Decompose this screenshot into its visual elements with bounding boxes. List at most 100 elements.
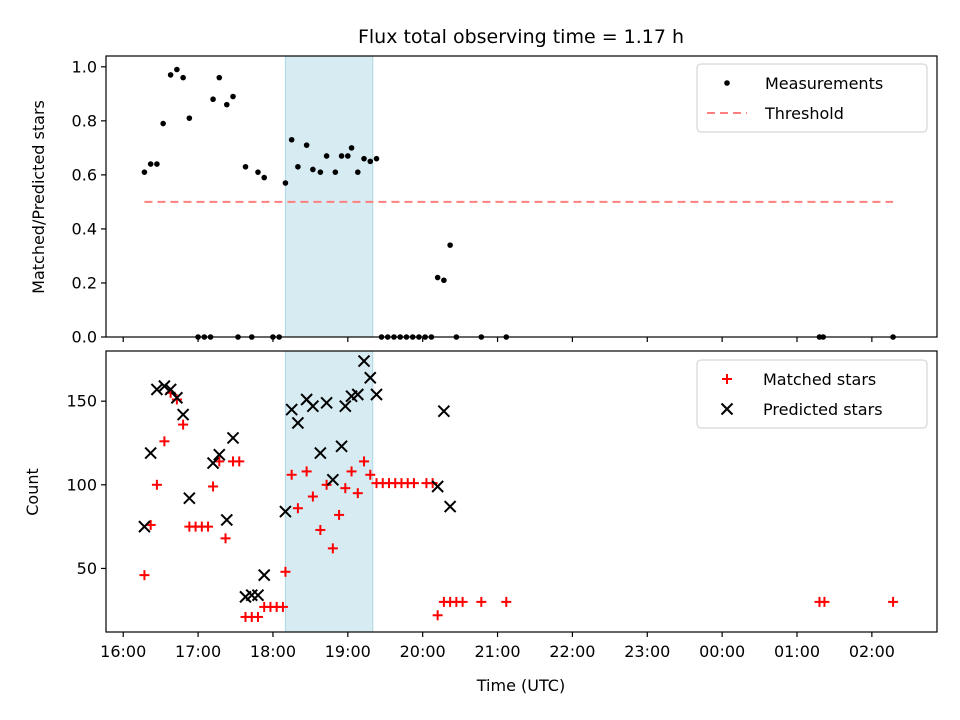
count-xtick-label-8: 00:00 — [699, 642, 745, 661]
ratio-legend-box — [696, 63, 928, 133]
ratio-ytick-label-3: 0.6 — [72, 165, 97, 184]
count-xtick-label-3: 19:00 — [325, 642, 371, 661]
measurement-point-1 — [147, 161, 154, 167]
matched-point-28 — [315, 524, 326, 535]
measurement-point-28 — [323, 153, 330, 159]
ratio-plot-frame — [105, 55, 938, 338]
count-xtick-label-4: 20:00 — [400, 642, 446, 661]
matched-point-6 — [178, 419, 189, 430]
measurement-point-7 — [186, 115, 193, 121]
predicted-point-24 — [335, 440, 348, 453]
matched-point-34 — [352, 488, 363, 499]
predicted-point-32 — [437, 405, 451, 418]
matched-point-0 — [139, 570, 150, 581]
count-xtick-label-9: 01:00 — [774, 642, 820, 661]
measurement-point-4 — [167, 72, 174, 78]
matched-point-29 — [321, 479, 332, 490]
matched-point-54 — [819, 596, 830, 607]
count-xtick-label-2: 18:00 — [250, 642, 296, 661]
predicted-point-0 — [138, 520, 151, 533]
measurement-point-31 — [345, 153, 351, 159]
measurement-point-13 — [223, 101, 230, 108]
measurement-point-25 — [303, 142, 310, 148]
ratio-ytick-label-1: 0.2 — [72, 273, 97, 292]
measurement-point-29 — [332, 169, 339, 175]
count-ytick-label-2: 150 — [66, 392, 97, 411]
measurement-point-23 — [288, 136, 295, 143]
predicted-point-5 — [170, 391, 184, 405]
matched-point-26 — [301, 466, 312, 477]
predicted-point-22 — [320, 396, 333, 410]
predicted-point-4 — [164, 383, 177, 396]
predicted-point-16 — [279, 505, 292, 518]
matched-point-32 — [340, 483, 351, 494]
ratio-ytick-label-5: 1.0 — [72, 57, 97, 76]
predicted-point-17 — [285, 403, 298, 416]
measurement-point-34 — [361, 155, 367, 162]
measurement-point-36 — [373, 155, 380, 162]
matched-point-22 — [277, 601, 288, 612]
count-ytick-label-1: 100 — [66, 475, 97, 494]
count-xtick-label-0: 16:00 — [100, 642, 146, 661]
count-predicted-points — [138, 354, 457, 604]
predicted-point-14 — [251, 588, 265, 602]
measurement-point-32 — [348, 145, 355, 151]
legend-measurements-marker — [724, 80, 730, 86]
ratio-legend: Measurements Threshold — [696, 63, 928, 133]
measurement-point-22 — [282, 180, 289, 186]
predicted-point-9 — [213, 448, 226, 461]
matched-point-15 — [234, 456, 245, 467]
matched-point-2 — [151, 479, 162, 490]
matched-point-5 — [171, 394, 182, 405]
legend-predicted-label: Predicted stars — [763, 400, 883, 419]
count-y-ticks: 50 100 150 — [66, 392, 106, 578]
predicted-point-7 — [183, 491, 196, 505]
matched-point-43 — [408, 478, 419, 489]
measurement-point-35 — [367, 158, 374, 165]
legend-measurements-label: Measurements — [765, 74, 883, 93]
measurement-point-3 — [160, 120, 166, 127]
matched-point-30 — [327, 543, 338, 554]
predicted-point-2 — [150, 383, 164, 396]
count-panel: 50 100 150 16:00 17:00 18:00 19:00 20:00 21:00 2… — [23, 350, 938, 695]
matched-point-33 — [346, 466, 357, 477]
ratio-ytick-label-0: 0.0 — [72, 328, 97, 347]
legend-predicted-marker — [720, 402, 734, 416]
predicted-point-29 — [364, 371, 377, 384]
measurement-point-26 — [310, 166, 316, 173]
count-ytick-label-0: 50 — [77, 559, 97, 578]
matched-point-50 — [457, 596, 468, 607]
measurement-point-46 — [434, 274, 441, 281]
measurement-point-6 — [180, 74, 186, 81]
predicted-point-27 — [351, 388, 365, 401]
legend-matched-marker — [722, 374, 732, 384]
measurement-point-12 — [216, 74, 223, 81]
count-xtick-label-10: 02:00 — [849, 642, 895, 661]
predicted-point-31 — [431, 480, 444, 493]
ratio-panel: 0.0 0.2 0.4 0.6 0.8 1.0 Matched/Predicted sta… — [29, 55, 938, 347]
predicted-point-10 — [220, 513, 233, 527]
matched-point-45 — [427, 478, 438, 489]
measurement-point-14 — [230, 93, 236, 100]
ratio-x-ticks — [122, 337, 873, 342]
measurement-point-11 — [210, 96, 216, 103]
matched-point-11 — [208, 481, 219, 492]
legend-matched-label: Matched stars — [763, 370, 876, 389]
predicted-point-20 — [306, 399, 320, 413]
count-plot-frame — [105, 350, 938, 633]
matched-point-52 — [501, 596, 512, 607]
legend-plus-glyph — [722, 374, 732, 384]
matched-point-51 — [476, 596, 487, 607]
legend-threshold-label: Threshold — [764, 104, 844, 123]
legend-x-glyph — [720, 402, 734, 416]
measurement-point-47 — [441, 277, 447, 284]
measurement-point-30 — [338, 153, 345, 159]
predicted-point-23 — [326, 473, 340, 486]
measurement-point-48 — [447, 242, 453, 248]
ratio-measurement-points — [141, 66, 896, 340]
measurement-point-18 — [255, 169, 261, 175]
predicted-point-15 — [258, 568, 271, 582]
predicted-point-1 — [144, 446, 157, 460]
predicted-point-11 — [226, 431, 240, 445]
